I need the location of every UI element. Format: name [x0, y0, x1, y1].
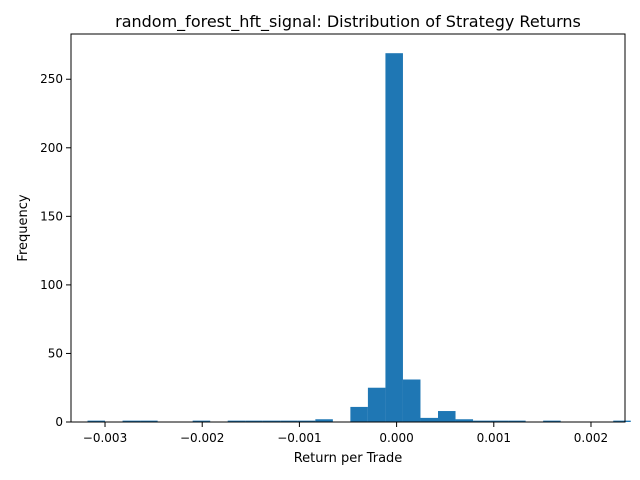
x-axis-ticks: −0.003 −0.002 −0.001 0.000 0.001 0.002 [83, 422, 608, 445]
x-tick-label: −0.001 [277, 431, 321, 445]
histogram-bar [315, 419, 333, 422]
histogram-bar [367, 387, 386, 422]
histogram-bar [192, 420, 211, 422]
y-tick-label: 0 [55, 415, 63, 429]
histogram-bar [613, 420, 631, 422]
histogram-bar [543, 420, 561, 422]
y-axis-label: Frequency [16, 194, 31, 261]
histogram-bar [455, 419, 474, 422]
histogram-bar [385, 53, 403, 423]
y-tick-label: 100 [40, 278, 63, 292]
histogram-bar [438, 411, 456, 422]
plot-frame [70, 33, 626, 423]
y-axis-ticks: 0 50 100 150 200 250 [40, 72, 71, 429]
histogram-bar [227, 420, 246, 422]
histogram-bar [473, 420, 491, 422]
histogram-bar [122, 420, 141, 422]
histogram-bar [350, 406, 368, 422]
y-tick-label: 250 [40, 72, 63, 86]
histogram-bar [262, 420, 281, 422]
y-tick-label: 200 [40, 141, 63, 155]
histogram-bar [297, 420, 316, 422]
x-tick-label: −0.003 [83, 431, 127, 445]
histogram-bar [140, 420, 158, 422]
y-tick-label: 150 [40, 209, 63, 223]
chart-title: random_forest_hft_signal: Distribution o… [115, 12, 581, 32]
y-tick-label: 50 [48, 346, 63, 360]
x-tick-label: 0.001 [477, 431, 511, 445]
histogram-bar [87, 420, 106, 422]
histogram-bar [420, 417, 439, 422]
histogram-bars [87, 53, 631, 423]
histogram-bar [280, 420, 298, 422]
histogram-bar [402, 379, 421, 422]
histogram-bar [490, 420, 509, 422]
x-tick-label: 0.002 [574, 431, 608, 445]
histogram-bar [245, 420, 263, 422]
x-axis-label: Return per Trade [294, 451, 403, 466]
histogram-bar [508, 420, 526, 422]
x-tick-label: 0.000 [379, 431, 413, 445]
x-tick-label: −0.002 [180, 431, 224, 445]
